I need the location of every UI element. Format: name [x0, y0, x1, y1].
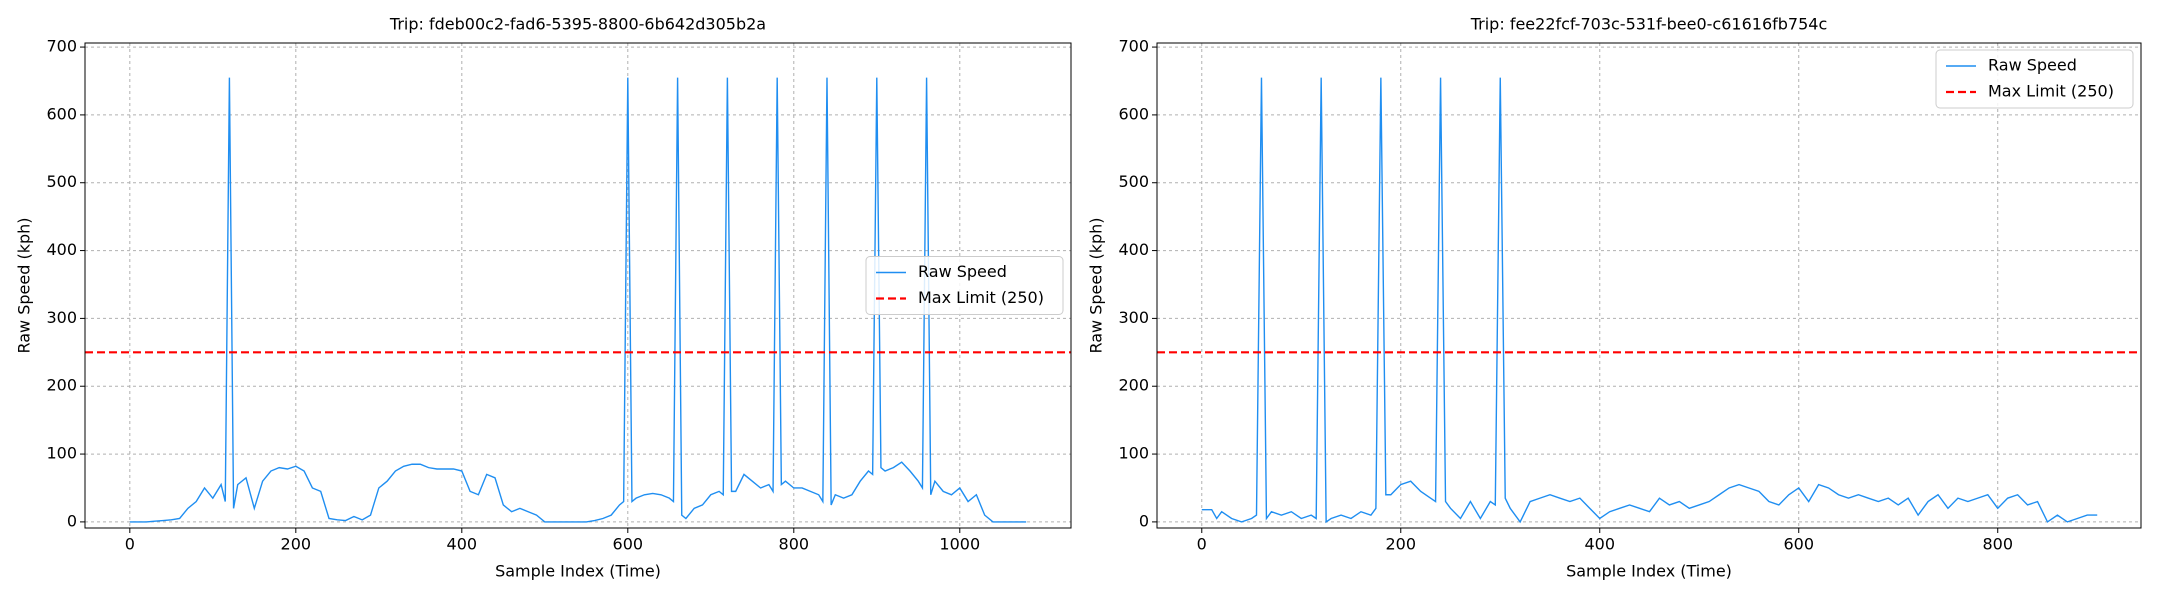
x-tick-label: 1000	[939, 535, 980, 554]
data-line	[1201, 77, 2098, 524]
y-tick-label: 400	[1118, 240, 1149, 259]
legend-box	[1935, 49, 2134, 109]
data-line	[129, 77, 1027, 523]
plot-frame	[84, 42, 1072, 529]
y-tick-label: 300	[46, 308, 77, 327]
y-tick-label: 700	[1118, 37, 1149, 56]
x-tick-label: 200	[1385, 535, 1416, 554]
y-tick-label: 0	[67, 511, 77, 530]
x-axis-label: Sample Index (Time)	[1566, 562, 1732, 581]
x-tick-label: 0	[1197, 535, 1207, 554]
chart-title: Trip: fdeb00c2-fad6-5395-8800-6b642d305b…	[389, 15, 766, 34]
y-tick-label: 400	[46, 240, 77, 259]
x-tick-label: 200	[281, 535, 312, 554]
x-tick-label: 400	[1584, 535, 1615, 554]
y-tick-label: 200	[46, 376, 77, 395]
x-tick-label: 600	[1783, 535, 1814, 554]
y-axis-label: Raw Speed (kph)	[1087, 217, 1106, 353]
legend: Raw Speed Max Limit (250)	[865, 256, 1064, 315]
plot-frame	[1156, 42, 2142, 529]
y-tick-label: 600	[1118, 104, 1149, 123]
x-tick-label: 800	[779, 535, 810, 554]
chart-title: Trip: fee22fcf-703c-531f-bee0-c61616fb75…	[1470, 15, 1828, 34]
y-tick-label: 300	[1118, 308, 1149, 327]
chart-panel: Trip: fee22fcf-703c-531f-bee0-c61616fb75…	[1087, 15, 2142, 581]
y-tick-label: 700	[46, 37, 77, 56]
y-tick-label: 100	[1118, 444, 1149, 463]
y-tick-label: 100	[46, 444, 77, 463]
legend-label: Max Limit (250)	[1988, 82, 2114, 101]
legend: Raw Speed Max Limit (250)	[1935, 49, 2134, 109]
legend-label: Max Limit (250)	[918, 288, 1044, 307]
legend-label: Raw Speed	[1988, 56, 2077, 75]
x-axis-label: Sample Index (Time)	[495, 562, 661, 581]
x-tick-label: 600	[613, 535, 644, 554]
x-tick-label: 400	[447, 535, 478, 554]
x-tick-label: 0	[125, 535, 135, 554]
legend-box	[865, 256, 1064, 315]
y-axis-label: Raw Speed (kph)	[15, 217, 34, 353]
chart-panel: Trip: fdeb00c2-fad6-5395-8800-6b642d305b…	[15, 15, 1072, 581]
y-tick-label: 500	[46, 172, 77, 191]
y-tick-label: 0	[1139, 511, 1149, 530]
y-tick-label: 600	[46, 104, 77, 123]
y-tick-label: 200	[1118, 376, 1149, 395]
y-tick-label: 500	[1118, 172, 1149, 191]
legend-label: Raw Speed	[918, 262, 1007, 281]
x-tick-label: 800	[1982, 535, 2013, 554]
